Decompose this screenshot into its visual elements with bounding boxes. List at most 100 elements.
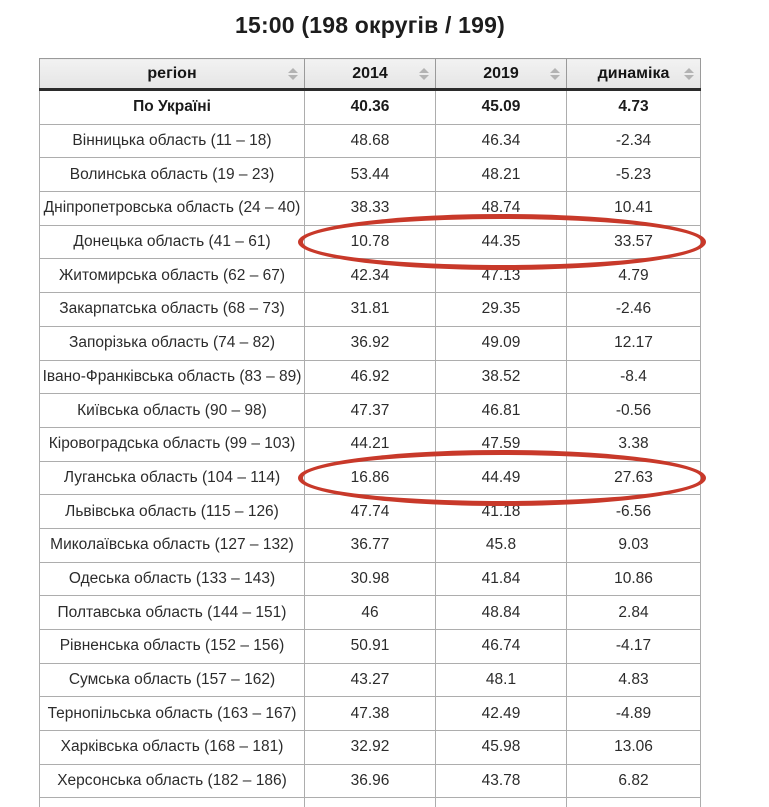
dynamics-cell: 27.63 — [566, 460, 701, 496]
table-row: Волинська область (19 – 23) 53.44 48.21 … — [39, 157, 701, 193]
value-2019-cell: 44.35 — [435, 224, 567, 260]
sort-asc-icon — [288, 67, 298, 73]
dynamics-cell: 10.86 — [566, 561, 701, 597]
dynamics-cell: 4.79 — [566, 258, 701, 294]
region-cell: Івано-Франківська область (83 – 89) — [39, 359, 305, 395]
column-header-2014[interactable]: 2014 — [304, 58, 436, 91]
table-row: Харківська область (168 – 181) 32.92 45.… — [39, 730, 701, 765]
dynamics-cell: 4.83 — [566, 662, 701, 698]
value-2014-cell: 47.37 — [304, 393, 436, 428]
dynamics-cell: -8.4 — [566, 359, 701, 395]
value-2014-cell: 38.33 — [304, 191, 436, 226]
value-2019-cell: 45.8 — [435, 527, 567, 563]
region-cell: Кіровоградська область (99 – 103) — [39, 426, 305, 462]
region-cell: Херсонська область (182 – 186) — [39, 763, 305, 799]
value-2014-cell: 49.9 — [304, 797, 436, 807]
value-2019-cell: 48.74 — [435, 191, 567, 226]
table-row: По Україні 40.36 45.09 4.73 — [39, 89, 701, 125]
value-2019-cell: 38.52 — [435, 359, 567, 395]
region-cell: Миколаївська область (127 – 132) — [39, 527, 305, 563]
sort-desc-icon — [288, 74, 298, 80]
dynamics-cell: 10.41 — [566, 191, 701, 226]
region-cell: Донецька область (41 – 61) — [39, 224, 305, 260]
table-row: Луганська область (104 – 114) 16.86 44.4… — [39, 460, 701, 496]
region-cell: Волинська область (19 – 23) — [39, 157, 305, 193]
dynamics-cell: 2.84 — [566, 595, 701, 630]
table-row: Херсонська область (182 – 186) 36.96 43.… — [39, 763, 701, 799]
value-2019-cell: 46.94 — [435, 797, 567, 807]
table-row: Миколаївська область (127 – 132) 36.77 4… — [39, 527, 701, 563]
value-2014-cell: 48.68 — [304, 123, 436, 159]
column-header-2014-label: 2014 — [352, 64, 388, 82]
value-2014-cell: 43.27 — [304, 662, 436, 698]
table-body: По Україні 40.36 45.09 4.73 Вінницька об… — [39, 89, 701, 807]
sort-arrows-icon[interactable] — [419, 67, 429, 80]
value-2014-cell: 30.98 — [304, 561, 436, 597]
dynamics-cell: -2.96 — [566, 797, 701, 807]
column-header-region[interactable]: регіон — [39, 58, 305, 91]
value-2014-cell: 44.21 — [304, 426, 436, 462]
sort-arrows-icon[interactable] — [684, 67, 694, 80]
value-2014-cell: 32.92 — [304, 730, 436, 765]
value-2014-cell: 46.92 — [304, 359, 436, 395]
region-cell: Житомирська область (62 – 67) — [39, 258, 305, 294]
value-2019-cell: 41.84 — [435, 561, 567, 597]
sort-desc-icon — [419, 74, 429, 80]
value-2014-cell: 36.77 — [304, 527, 436, 563]
value-2014-cell: 16.86 — [304, 460, 436, 496]
region-cell: Запорізька область (74 – 82) — [39, 325, 305, 361]
value-2019-cell: 44.49 — [435, 460, 567, 496]
dynamics-cell: -2.46 — [566, 292, 701, 327]
value-2019-cell: 46.34 — [435, 123, 567, 159]
value-2014-cell: 46 — [304, 595, 436, 630]
value-2019-cell: 48.84 — [435, 595, 567, 630]
value-2014-cell: 50.91 — [304, 629, 436, 664]
region-cell: Хмельницька область (187 – 193) — [39, 797, 305, 807]
value-2019-cell: 46.81 — [435, 393, 567, 428]
value-2019-cell: 46.74 — [435, 629, 567, 664]
table-row: Тернопільська область (163 – 167) 47.38 … — [39, 696, 701, 732]
sort-desc-icon — [550, 74, 560, 80]
table-row: Закарпатська область (68 – 73) 31.81 29.… — [39, 292, 701, 327]
dynamics-cell: -6.56 — [566, 494, 701, 529]
value-2019-cell: 29.35 — [435, 292, 567, 327]
table-row: Дніпропетровська область (24 – 40) 38.33… — [39, 191, 701, 226]
dynamics-cell: -4.17 — [566, 629, 701, 664]
dynamics-cell: 4.73 — [566, 89, 701, 125]
header-row: регіон 2014 2019 динаміка — [39, 58, 701, 91]
value-2014-cell: 47.38 — [304, 696, 436, 732]
dynamics-cell: 12.17 — [566, 325, 701, 361]
table-row: Кіровоградська область (99 – 103) 44.21 … — [39, 426, 701, 462]
region-cell: Луганська область (104 – 114) — [39, 460, 305, 496]
sort-arrows-icon[interactable] — [550, 67, 560, 80]
column-header-2019[interactable]: 2019 — [435, 58, 567, 91]
table-row: Полтавська область (144 – 151) 46 48.84 … — [39, 595, 701, 630]
column-header-dynamics-label: динаміка — [597, 64, 670, 82]
sort-arrows-icon[interactable] — [288, 67, 298, 80]
dynamics-cell: 13.06 — [566, 730, 701, 765]
column-header-dynamics[interactable]: динаміка — [566, 58, 701, 91]
value-2014-cell: 36.96 — [304, 763, 436, 799]
table-row: Львівська область (115 – 126) 47.74 41.1… — [39, 494, 701, 529]
table-row: Запорізька область (74 – 82) 36.92 49.09… — [39, 325, 701, 361]
table-row: Хмельницька область (187 – 193) 49.9 46.… — [39, 797, 701, 807]
turnout-table: регіон 2014 2019 динаміка По Україні 4 — [39, 58, 701, 807]
value-2019-cell: 48.1 — [435, 662, 567, 698]
region-cell: Одеська область (133 – 143) — [39, 561, 305, 597]
table-row: Сумська область (157 – 162) 43.27 48.1 4… — [39, 662, 701, 698]
sort-asc-icon — [550, 67, 560, 73]
column-header-region-label: регіон — [147, 64, 197, 82]
value-2019-cell: 47.13 — [435, 258, 567, 294]
value-2019-cell: 48.21 — [435, 157, 567, 193]
table-row: Одеська область (133 – 143) 30.98 41.84 … — [39, 561, 701, 597]
region-cell: По Україні — [39, 89, 305, 125]
value-2019-cell: 49.09 — [435, 325, 567, 361]
value-2019-cell: 47.59 — [435, 426, 567, 462]
page-title: 15:00 (198 округів / 199) — [234, 12, 506, 38]
region-cell: Рівненська область (152 – 156) — [39, 629, 305, 664]
value-2019-cell: 45.09 — [435, 89, 567, 125]
value-2014-cell: 47.74 — [304, 494, 436, 529]
value-2014-cell: 53.44 — [304, 157, 436, 193]
sort-desc-icon — [684, 74, 694, 80]
